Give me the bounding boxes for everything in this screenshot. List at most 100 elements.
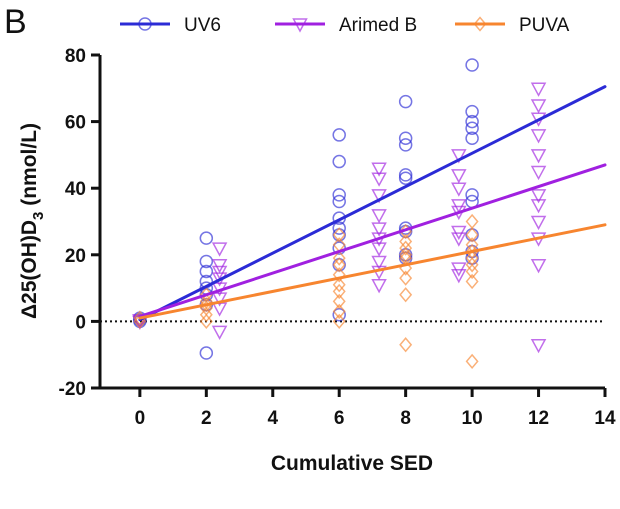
point-s2-20 xyxy=(399,240,413,256)
point-s1-40 xyxy=(530,338,547,354)
point-s0-30 xyxy=(465,58,479,72)
point-s0-22 xyxy=(398,131,413,145)
x-axis-title: Cumulative SED xyxy=(271,452,433,475)
x-tick-label-1: 2 xyxy=(201,408,212,429)
point-s2-25 xyxy=(399,287,413,303)
y-tick-label-4: 60 xyxy=(65,113,86,134)
point-s0-16 xyxy=(332,221,346,235)
y-tick-label-3: 40 xyxy=(65,179,86,200)
point-s2-17 xyxy=(332,313,346,330)
point-s1-37 xyxy=(530,215,547,231)
point-s2-27 xyxy=(465,213,479,230)
point-s2-16 xyxy=(332,303,346,320)
y-axis-title-subscript: 3 xyxy=(30,212,47,220)
legend-label-0: UV6 xyxy=(184,15,221,36)
x-tick-label-0: 0 xyxy=(135,408,146,429)
point-s0-12 xyxy=(332,154,346,169)
point-s0-35 xyxy=(465,188,479,202)
point-s1-30 xyxy=(530,99,547,114)
point-s2-28 xyxy=(465,227,479,243)
point-s1-17 xyxy=(371,255,387,271)
point-s1-36 xyxy=(530,199,547,214)
point-s2-14 xyxy=(332,283,346,300)
point-s1-33 xyxy=(530,149,547,164)
legend-label-1: Arimed B xyxy=(339,15,417,36)
point-s0-3 xyxy=(199,231,214,245)
plot-area xyxy=(100,58,607,370)
point-s1-9 xyxy=(211,325,228,340)
y-tick-label-5: 80 xyxy=(65,46,86,67)
panel-label: B xyxy=(4,3,27,41)
point-s2-13 xyxy=(332,277,346,293)
point-s1-29 xyxy=(530,82,547,97)
y-axis-title-main: Δ25(OH)D xyxy=(18,220,41,319)
point-s1-39 xyxy=(530,259,547,274)
point-s1-12 xyxy=(371,189,387,204)
point-s2-12 xyxy=(332,267,346,283)
point-s0-11 xyxy=(332,128,346,142)
point-s1-35 xyxy=(530,189,547,204)
x-tick-label-4: 8 xyxy=(400,408,411,429)
legend-marker-0 xyxy=(138,17,152,31)
point-s2-33 xyxy=(465,263,479,280)
axes xyxy=(98,55,605,390)
point-s2-10 xyxy=(332,250,346,266)
point-s2-6 xyxy=(199,307,213,323)
point-s1-22 xyxy=(451,182,467,197)
y-tick-label-1: 0 xyxy=(75,312,86,333)
legend-marker-2 xyxy=(473,16,487,32)
point-s1-11 xyxy=(371,172,387,187)
point-s0-23 xyxy=(398,138,413,152)
point-s1-7 xyxy=(211,292,228,307)
point-s2-15 xyxy=(332,293,346,310)
point-s2-32 xyxy=(465,257,479,273)
y-tick-label-0: -20 xyxy=(59,379,86,400)
point-s0-25 xyxy=(398,171,413,185)
point-s1-28 xyxy=(451,269,467,284)
x-tick-label-3: 6 xyxy=(334,408,345,429)
legend: UV6 Arimed B PUVA xyxy=(120,15,570,36)
point-s2-7 xyxy=(199,313,213,330)
point-s0-33 xyxy=(465,121,479,136)
point-s1-26 xyxy=(451,232,467,247)
point-s0-32 xyxy=(465,114,479,129)
point-s2-34 xyxy=(465,273,479,290)
point-s1-14 xyxy=(371,222,387,237)
y-tick-label-2: 20 xyxy=(65,246,86,267)
point-s0-31 xyxy=(465,104,479,119)
point-s2-24 xyxy=(399,270,413,286)
legend-marker-1 xyxy=(292,18,308,33)
point-s1-18 xyxy=(371,265,387,281)
fit-line-2 xyxy=(138,223,607,320)
fit-line-1 xyxy=(138,163,607,318)
point-s0-13 xyxy=(332,188,346,202)
point-s1-21 xyxy=(451,169,467,184)
point-s1-16 xyxy=(371,242,387,257)
point-s1-32 xyxy=(530,129,547,144)
point-s2-26 xyxy=(399,337,413,353)
point-s0-21 xyxy=(398,94,413,109)
y-axis-title-unit: (nmol/L) xyxy=(18,123,41,212)
point-s1-19 xyxy=(371,279,387,294)
x-tick-label-6: 12 xyxy=(528,408,549,429)
point-s0-34 xyxy=(465,131,479,145)
point-s0-10 xyxy=(199,346,214,360)
y-axis-title: Δ25(OH)D3 (nmol/L) xyxy=(18,123,47,319)
fit-line-0 xyxy=(138,85,607,322)
point-s2-35 xyxy=(465,353,479,370)
point-s1-20 xyxy=(451,149,467,164)
point-s0-14 xyxy=(332,194,346,209)
point-s0-4 xyxy=(199,254,214,269)
point-s1-2 xyxy=(211,242,228,257)
point-s2-11 xyxy=(332,257,346,273)
point-s1-10 xyxy=(371,162,387,177)
ticks: 0 2 4 6 8 10 12 14 -20 0 20 40 60 80 xyxy=(59,46,616,429)
x-tick-label-5: 10 xyxy=(462,408,483,429)
point-s2-8 xyxy=(332,227,346,243)
series-1-points xyxy=(132,82,547,354)
x-tick-label-2: 4 xyxy=(267,408,278,429)
point-s0-24 xyxy=(398,168,413,182)
series-0-points xyxy=(133,58,479,360)
point-s0-5 xyxy=(199,264,214,279)
